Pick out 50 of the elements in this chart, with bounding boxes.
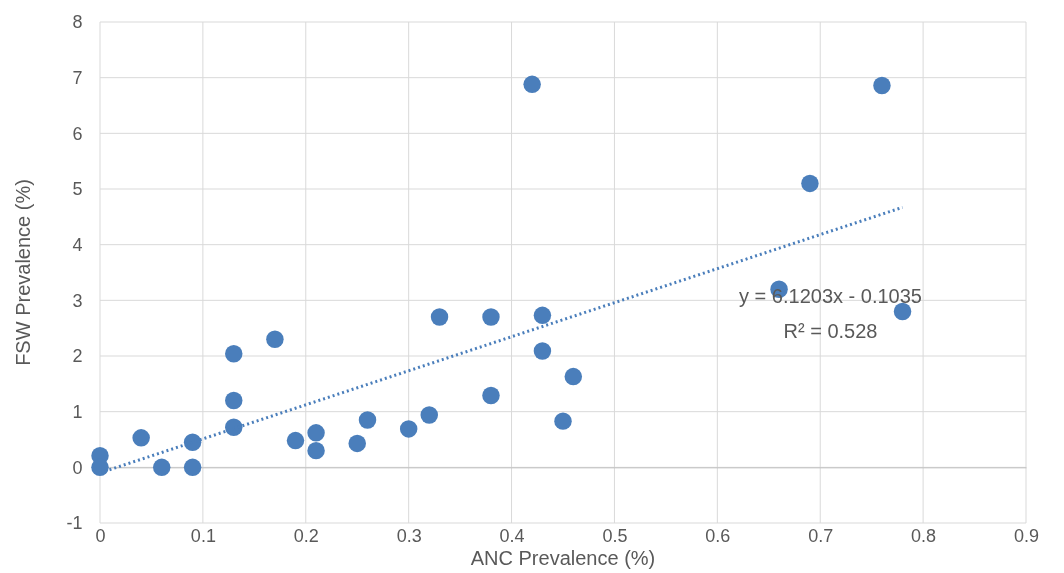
point xyxy=(399,420,418,438)
point xyxy=(873,76,891,95)
y-tick-label: 7 xyxy=(72,67,83,88)
y-tick-label: 1 xyxy=(72,401,83,422)
y-tick-label: 3 xyxy=(72,290,83,311)
x-tick-label: 0.4 xyxy=(499,526,525,547)
point xyxy=(225,418,243,436)
point xyxy=(893,302,912,321)
y-tick-label: 6 xyxy=(72,123,83,144)
x-tick-label: 0.8 xyxy=(911,526,937,547)
x-tick-label: 0.3 xyxy=(396,526,422,547)
y-tick-label: 8 xyxy=(72,12,83,33)
point xyxy=(523,75,541,94)
point xyxy=(482,386,500,405)
y-axis-title: FSW Prevalence (%) xyxy=(12,179,34,366)
x-tick-label: 0.7 xyxy=(808,526,834,547)
x-tick-label: 0.9 xyxy=(1013,526,1040,547)
x-axis-title: ANC Prevalence (%) xyxy=(470,547,656,569)
point xyxy=(358,411,377,429)
point xyxy=(348,434,366,453)
point xyxy=(225,391,243,410)
point xyxy=(482,308,500,326)
y-tick-label: 2 xyxy=(72,346,83,367)
point xyxy=(286,431,305,450)
annotation: y = 6.1203x - 0.1035 xyxy=(739,285,922,308)
point xyxy=(183,433,202,452)
y-tick-label: 0 xyxy=(72,457,83,478)
x-tick-label: 0 xyxy=(95,526,106,547)
x-tick-label: 0.5 xyxy=(602,526,628,547)
point xyxy=(307,441,325,460)
point xyxy=(533,306,552,325)
point xyxy=(266,330,284,349)
point xyxy=(183,458,202,477)
annotation: R² = 0.528 xyxy=(783,319,878,342)
y-tick-label: 4 xyxy=(72,234,83,255)
point xyxy=(564,367,583,386)
y-tick-label: 5 xyxy=(72,179,83,200)
point xyxy=(307,424,325,442)
point xyxy=(420,406,438,424)
y-tick-label: -1 xyxy=(66,513,83,534)
point xyxy=(132,429,150,447)
point xyxy=(554,412,572,430)
point xyxy=(533,342,552,360)
x-tick-label: 0.1 xyxy=(190,526,216,547)
point xyxy=(225,345,243,363)
point xyxy=(152,458,171,477)
x-tick-label: 0.2 xyxy=(293,526,319,547)
point xyxy=(801,174,819,193)
point xyxy=(430,308,449,326)
x-tick-label: 0.6 xyxy=(705,526,731,547)
